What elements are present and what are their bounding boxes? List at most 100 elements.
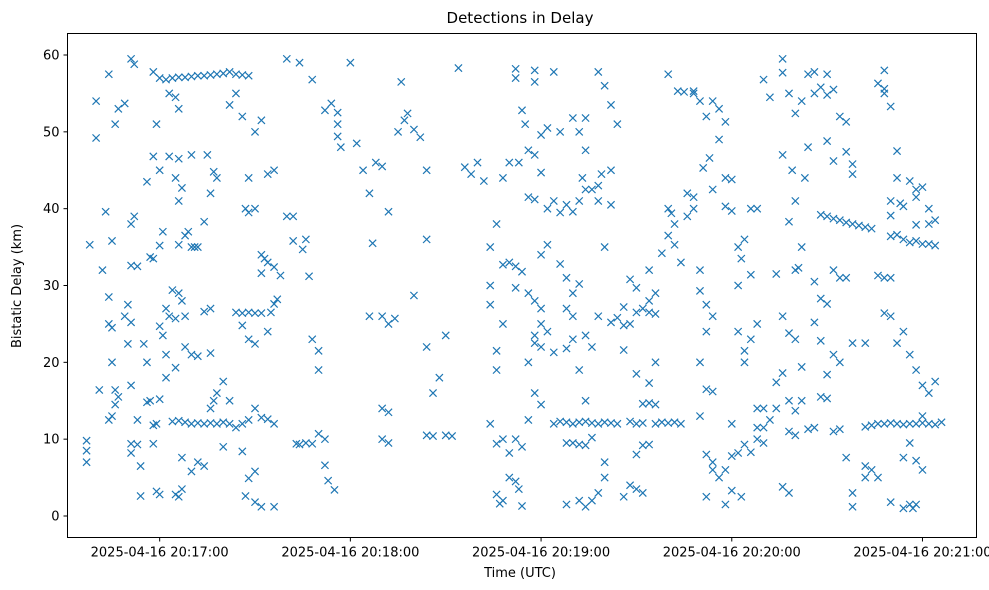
data-point-marker (823, 299, 832, 308)
data-point-marker (250, 127, 260, 136)
data-point-marker (270, 502, 279, 511)
x-axis-label: Time (UTC) (483, 566, 556, 581)
data-point-marker (397, 77, 406, 86)
data-point-marker (403, 109, 412, 118)
data-point-marker (854, 221, 863, 230)
data-point-marker (225, 396, 234, 405)
data-point-marker (905, 176, 914, 186)
data-point-marker (409, 125, 418, 134)
data-point-marker (193, 243, 202, 252)
y-tick-label: 20 (43, 356, 60, 371)
data-point-marker (301, 235, 310, 244)
data-point-marker (867, 224, 876, 233)
data-point-marker (568, 335, 577, 344)
data-point-marker (250, 498, 260, 507)
data-point-marker (912, 185, 921, 194)
data-point-marker (880, 66, 889, 75)
data-point-marker (537, 168, 546, 177)
data-point-marker (816, 210, 825, 219)
data-point-marker (524, 358, 533, 367)
data-point-marker (708, 312, 717, 321)
data-point-marker (835, 358, 844, 367)
data-point-marker (581, 146, 590, 155)
data-point-marker (810, 423, 819, 432)
data-point-marker (320, 461, 329, 470)
data-point-marker (511, 262, 520, 271)
data-point-marker (212, 173, 221, 182)
data-point-marker (492, 365, 501, 375)
data-point-marker (409, 291, 418, 300)
data-point-marker (829, 350, 838, 359)
data-point-marker (689, 193, 698, 202)
data-point-marker (587, 185, 596, 194)
x-tick-label: 2025-04-16 20:19:00 (472, 546, 610, 561)
data-point-marker (829, 85, 838, 94)
data-point-marker (626, 481, 635, 490)
data-point-marker (842, 273, 851, 282)
data-point-marker (702, 450, 711, 459)
data-point-marker (511, 283, 520, 292)
data-point-marker (365, 312, 374, 321)
data-point-marker (746, 448, 755, 457)
data-point-marker (797, 362, 806, 371)
data-point-marker (772, 269, 781, 279)
data-point-marker (174, 104, 183, 113)
data-point-marker (92, 97, 101, 106)
data-point-marker (873, 271, 882, 280)
data-point-marker (737, 492, 746, 501)
data-point-marker (715, 104, 724, 113)
data-point-marker (702, 300, 711, 309)
data-point-marker (305, 272, 314, 281)
data-point-marker (400, 116, 409, 125)
data-point-marker (562, 200, 571, 209)
data-point-marker (727, 206, 736, 216)
data-point-marker (107, 412, 117, 421)
x-tick-label: 2025-04-16 20:21:00 (853, 546, 989, 561)
data-point-marker (187, 243, 196, 252)
data-point-marker (225, 100, 234, 109)
data-point-marker (114, 104, 123, 113)
data-point-marker (778, 482, 787, 491)
data-point-marker (333, 132, 342, 141)
data-point-marker (371, 158, 380, 167)
data-point-marker (101, 207, 110, 216)
data-point-marker (861, 339, 870, 348)
data-point-marker (651, 400, 660, 409)
data-point-marker (829, 157, 838, 166)
data-point-marker (613, 313, 622, 322)
data-point-marker (308, 335, 317, 344)
data-point-marker (727, 486, 736, 495)
data-point-marker (422, 166, 431, 175)
data-point-marker (657, 249, 666, 258)
data-point-marker (142, 398, 151, 407)
data-point-marker (727, 419, 736, 428)
data-point-marker (498, 319, 507, 328)
data-point-marker (695, 97, 705, 106)
data-point-marker (791, 196, 800, 206)
data-point-marker (212, 419, 221, 428)
data-point-marker (104, 292, 113, 302)
data-point-marker (842, 117, 851, 126)
data-point-marker (645, 399, 654, 408)
data-point-marker (165, 312, 174, 321)
data-point-marker (575, 496, 584, 505)
data-point-marker (174, 492, 183, 501)
data-point-marker (734, 327, 743, 336)
data-point-marker (171, 173, 180, 182)
data-point-marker (797, 97, 806, 106)
data-point-marker (524, 289, 533, 298)
data-point-marker (111, 400, 120, 409)
data-point-marker (139, 339, 148, 348)
data-point-marker (848, 502, 857, 511)
data-point-marker (187, 150, 196, 159)
data-point-marker (880, 89, 889, 98)
data-point-marker (390, 314, 399, 323)
data-point-marker (505, 258, 514, 267)
data-point-marker (619, 492, 628, 501)
data-point-marker (829, 266, 838, 275)
data-point-marker (924, 389, 933, 398)
data-point-marker (931, 216, 940, 225)
data-point-marker (549, 348, 558, 357)
data-point-marker (708, 97, 717, 106)
data-point-marker (314, 429, 323, 438)
